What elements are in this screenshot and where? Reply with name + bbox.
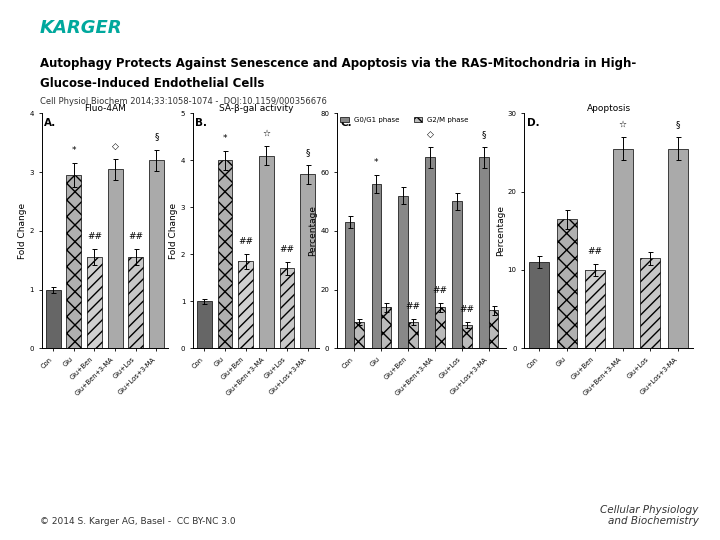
Title: SA-β-gal activity: SA-β-gal activity	[219, 104, 293, 113]
Bar	[479, 158, 489, 348]
Text: §: §	[676, 120, 680, 129]
Bar	[435, 307, 445, 348]
Text: §: §	[482, 130, 486, 139]
Bar	[372, 184, 382, 348]
Text: KARGER: KARGER	[40, 19, 122, 37]
Y-axis label: Percentage: Percentage	[496, 205, 505, 256]
Text: B.: B.	[195, 118, 207, 128]
Y-axis label: Fold Change: Fold Change	[18, 203, 27, 259]
Bar	[529, 262, 549, 348]
Bar	[585, 270, 605, 348]
Text: ##: ##	[588, 247, 603, 255]
Bar	[217, 160, 233, 348]
Text: ##: ##	[238, 237, 253, 246]
Text: A.: A.	[44, 118, 56, 128]
Bar	[345, 222, 354, 348]
Text: *: *	[71, 146, 76, 155]
Text: ##: ##	[87, 232, 102, 241]
Text: C.: C.	[341, 118, 352, 128]
Text: ##: ##	[405, 302, 420, 310]
Title: Fluo-4AM: Fluo-4AM	[84, 104, 126, 113]
Text: ##: ##	[459, 305, 474, 314]
Bar	[279, 268, 294, 348]
Text: ##: ##	[128, 232, 143, 241]
Title: Apoptosis: Apoptosis	[587, 104, 631, 113]
Text: ##: ##	[432, 286, 447, 294]
Text: *: *	[222, 134, 228, 143]
Text: ◇: ◇	[112, 141, 119, 151]
Bar	[87, 257, 102, 348]
Bar	[149, 160, 164, 348]
Text: ##: ##	[279, 245, 294, 254]
Text: ◇: ◇	[427, 130, 433, 139]
Bar	[452, 201, 462, 348]
Y-axis label: Percentage: Percentage	[309, 205, 318, 256]
Text: ☆: ☆	[618, 120, 626, 129]
Text: ☆: ☆	[262, 129, 270, 138]
Text: Glucose-Induced Endothelial Cells: Glucose-Induced Endothelial Cells	[40, 77, 264, 90]
Bar	[489, 310, 498, 348]
Bar	[382, 307, 391, 348]
Bar	[668, 148, 688, 348]
Bar	[128, 257, 143, 348]
Y-axis label: Fold Change: Fold Change	[169, 203, 178, 259]
Bar	[398, 195, 408, 348]
Bar	[640, 258, 660, 348]
Bar	[259, 156, 274, 348]
Text: Cell Physiol Biochem 2014;33:1058-1074 -  DOI:10.1159/000356676: Cell Physiol Biochem 2014;33:1058-1074 -…	[40, 97, 326, 106]
Bar	[462, 325, 472, 348]
Bar	[108, 169, 122, 348]
Bar	[238, 261, 253, 348]
Bar	[354, 322, 364, 348]
Bar	[300, 174, 315, 348]
Text: *: *	[374, 158, 379, 167]
Text: §: §	[154, 133, 158, 141]
Bar	[45, 289, 60, 348]
Bar	[613, 148, 633, 348]
Bar	[408, 322, 418, 348]
Text: D.: D.	[527, 118, 539, 128]
Text: Autophagy Protects Against Senescence and Apoptosis via the RAS-Mitochondria in : Autophagy Protects Against Senescence an…	[40, 57, 636, 70]
Bar	[557, 219, 577, 348]
Bar	[426, 158, 435, 348]
Text: © 2014 S. Karger AG, Basel -  CC BY-NC 3.0: © 2014 S. Karger AG, Basel - CC BY-NC 3.…	[40, 517, 235, 526]
Text: Cellular Physiology
and Biochemistry: Cellular Physiology and Biochemistry	[600, 505, 698, 526]
Legend: G0/G1 phase, G2/M phase: G0/G1 phase, G2/M phase	[341, 117, 469, 123]
Bar	[66, 175, 81, 348]
Text: §: §	[305, 148, 310, 157]
Bar	[197, 301, 212, 348]
